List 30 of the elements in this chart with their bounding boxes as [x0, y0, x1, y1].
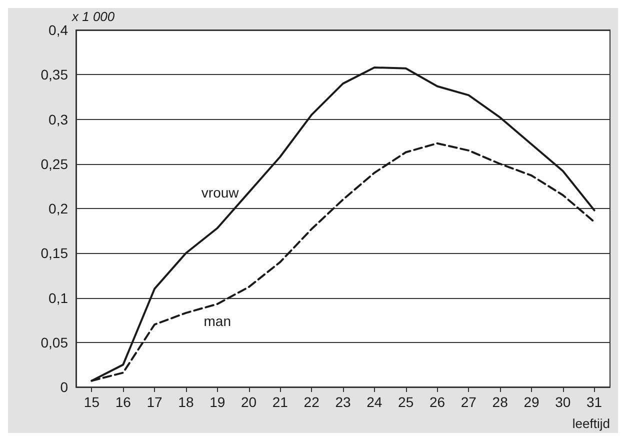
x-tick-label: 15	[84, 394, 100, 410]
x-tick-label: 18	[178, 394, 194, 410]
x-tick-label: 20	[240, 394, 257, 410]
x-tick-label: 22	[304, 394, 320, 410]
x-tick-label: 27	[460, 394, 477, 410]
y-tick-label: 0,2	[48, 200, 68, 216]
x-tick-label: 29	[524, 394, 540, 410]
x-tick-label: 28	[492, 394, 508, 410]
x-tick-label: 23	[335, 394, 351, 410]
x-tick-label: 21	[272, 394, 288, 410]
y-tick-label: 0,25	[40, 156, 68, 172]
x-tick-label: 16	[115, 394, 132, 410]
y-tick-label: 0,35	[40, 66, 68, 83]
y-tick-label: 0,15	[40, 245, 68, 262]
y-tick-label: 0,3	[48, 111, 68, 128]
y-tick-label: 0	[60, 379, 68, 395]
x-tick-label: 19	[210, 394, 226, 410]
x-tick-label: 31	[586, 394, 602, 410]
x-tick-label: 24	[366, 394, 382, 410]
series-label: man	[204, 312, 231, 329]
x-axis-title: leeftijd	[572, 416, 610, 431]
x-tick-label: 26	[429, 394, 446, 410]
y-axis-title: x 1 000	[71, 9, 116, 24]
x-tick-label: 30	[555, 394, 571, 410]
series-label: vrouw	[201, 184, 240, 200]
y-tick-label: 0,1	[48, 290, 68, 306]
x-tick-label: 25	[398, 394, 414, 410]
y-tick-label: 0,4	[48, 22, 68, 38]
x-tick-label: 17	[146, 394, 163, 410]
y-tick-label: 0,05	[40, 334, 68, 350]
